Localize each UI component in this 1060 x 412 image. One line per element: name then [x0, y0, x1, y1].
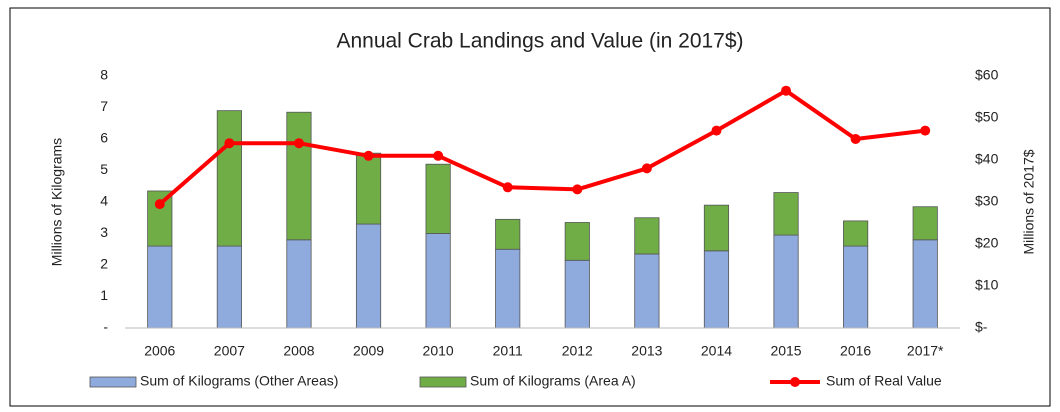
- bar: [912, 239, 938, 329]
- bar: [355, 223, 382, 329]
- bar: [843, 245, 869, 329]
- x-tick-label: 2009: [353, 343, 384, 359]
- x-tick-label: 2010: [423, 343, 454, 359]
- bar: [634, 253, 660, 329]
- y-tick-label: -: [103, 319, 108, 335]
- chart-title: Annual Crab Landings and Value (in 2017$…: [336, 30, 743, 53]
- line-point: [154, 199, 165, 210]
- legend-swatch: [790, 377, 800, 387]
- y-tick-label: 8: [100, 67, 108, 83]
- line-point: [293, 138, 304, 149]
- frame: [9, 7, 1051, 407]
- line-point: [781, 85, 792, 96]
- y2-axis-title: Millions of 2017$: [1021, 149, 1037, 254]
- bar: [703, 250, 730, 329]
- y2-tick-label: $40: [975, 151, 999, 167]
- x-tick-label: 2017*: [907, 343, 944, 359]
- legend-label: Sum of Kilograms (Other Areas): [140, 373, 338, 389]
- y-tick-label: 4: [100, 193, 108, 209]
- x-tick-label: 2011: [493, 343, 523, 359]
- line-point: [433, 150, 444, 161]
- bar: [216, 110, 242, 247]
- x-tick-label: 2012: [562, 343, 593, 359]
- y2-tick-label: $-: [975, 319, 988, 335]
- y2-tick-label: $50: [975, 109, 999, 125]
- x-tick-label: 2007: [214, 343, 245, 359]
- bar: [495, 248, 521, 329]
- bar: [147, 245, 173, 329]
- x-tick-label: 2013: [631, 343, 662, 359]
- bar: [425, 163, 451, 234]
- y-tick-label: 7: [100, 98, 108, 114]
- bar: [843, 220, 869, 247]
- line-point: [363, 150, 374, 161]
- bar: [703, 204, 730, 252]
- bar: [773, 192, 799, 236]
- bar: [286, 239, 312, 329]
- x-tick-label: 2008: [283, 343, 314, 359]
- bar: [773, 234, 799, 329]
- x-tick-label: 2016: [840, 343, 871, 359]
- x-tick-label: 2006: [144, 343, 175, 359]
- bar: [425, 233, 451, 329]
- y-tick-label: 2: [100, 256, 108, 272]
- line-point: [572, 184, 583, 195]
- line-point: [502, 182, 513, 193]
- bar: [495, 218, 521, 250]
- line-point: [711, 125, 722, 136]
- y-tick-label: 5: [100, 161, 108, 177]
- line-point: [920, 125, 931, 136]
- legend-swatch: [419, 376, 467, 388]
- bar: [355, 152, 382, 225]
- x-tick-label: 2015: [770, 343, 801, 359]
- bar: [216, 245, 242, 329]
- bar: [564, 259, 590, 329]
- y-axis-title: Millions of Kilograms: [49, 138, 65, 266]
- bar: [286, 111, 312, 241]
- line: [158, 88, 926, 206]
- y-tick-label: 6: [100, 130, 108, 146]
- line-point: [224, 138, 235, 149]
- line-point: [850, 134, 861, 144]
- y-tick-label: 3: [100, 224, 108, 240]
- bar: [634, 217, 660, 255]
- y2-tick-label: $30: [975, 193, 999, 209]
- legend-label: Sum of Kilograms (Area A): [470, 373, 636, 389]
- y-tick-label: 1: [100, 287, 108, 303]
- legend-swatch: [89, 376, 137, 388]
- y2-tick-label: $20: [975, 235, 999, 251]
- x-tick-label: 2014: [701, 343, 732, 359]
- bar: [564, 222, 590, 261]
- legend-label: Sum of Real Value: [826, 373, 942, 389]
- bar: [912, 206, 938, 241]
- line-point: [641, 163, 652, 174]
- y2-tick-label: $10: [975, 277, 999, 293]
- y2-tick-label: $60: [975, 67, 999, 83]
